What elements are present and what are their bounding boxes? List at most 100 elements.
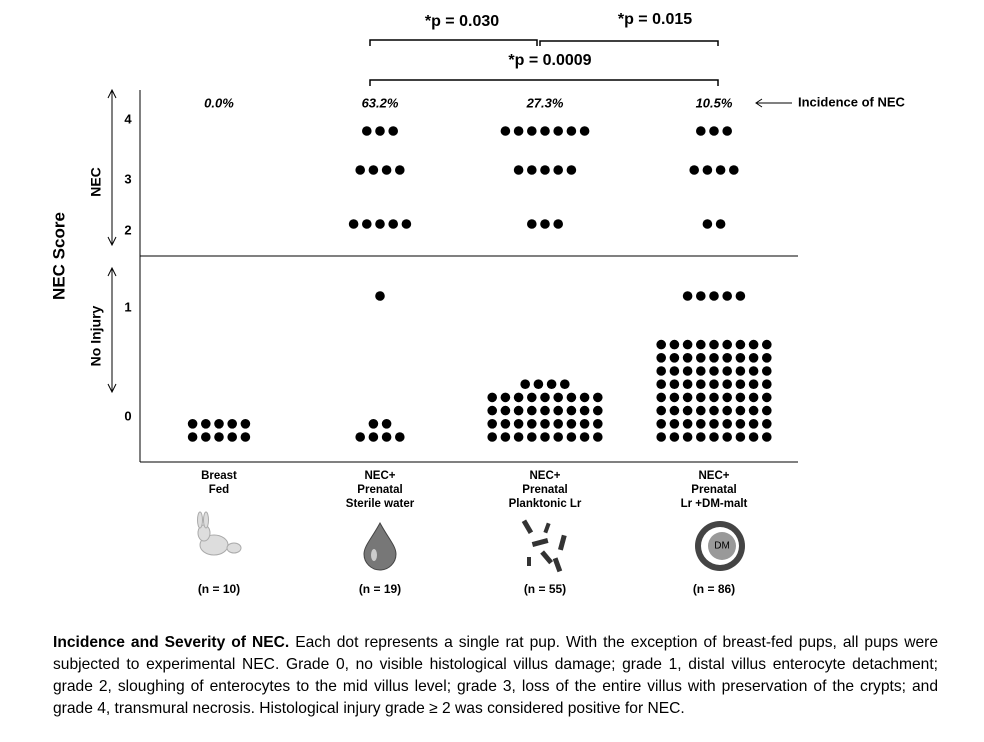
dot-group <box>682 291 746 301</box>
x-tick-label: Prenatal <box>691 484 736 496</box>
dot <box>696 405 706 416</box>
dot <box>546 379 557 390</box>
dot <box>656 432 666 442</box>
dot <box>709 339 719 350</box>
dot-group <box>375 291 385 301</box>
dot <box>682 339 693 350</box>
n-label: (n = 55) <box>524 582 566 596</box>
dot <box>709 419 719 429</box>
incidence-label: Incidence of NEC <box>798 94 906 109</box>
x-tick-label: Sterile water <box>346 498 415 510</box>
dot <box>579 432 590 442</box>
dot-group <box>513 165 577 175</box>
dot <box>388 126 399 136</box>
dot <box>735 419 746 429</box>
dot <box>682 392 693 403</box>
dot <box>553 219 563 229</box>
dot <box>566 432 577 442</box>
dot-group <box>355 419 405 442</box>
dot <box>722 126 732 136</box>
n-label: (n = 10) <box>198 582 240 596</box>
dot <box>375 126 385 136</box>
dot <box>656 419 666 429</box>
icon-dm: DM <box>695 521 745 571</box>
dot <box>748 366 759 376</box>
dot <box>553 126 563 136</box>
dot <box>527 432 537 442</box>
icon-text: DM <box>714 541 730 552</box>
dot <box>375 219 385 229</box>
dot <box>722 366 732 376</box>
dot <box>722 432 732 442</box>
dot-group <box>362 126 399 136</box>
dot <box>709 405 719 416</box>
dot <box>682 405 693 416</box>
dot <box>669 353 680 363</box>
dot <box>201 432 211 442</box>
x-tick-label: Planktonic Lr <box>509 498 582 510</box>
dot <box>395 165 405 175</box>
dot <box>527 405 537 416</box>
dot <box>375 291 385 301</box>
caption: Incidence and Severity of NEC. Each dot … <box>53 632 938 720</box>
dot <box>735 291 746 301</box>
dot <box>240 432 251 442</box>
dot <box>381 432 392 442</box>
dot <box>762 432 772 442</box>
dot <box>656 405 666 416</box>
dot <box>527 419 537 429</box>
dot <box>553 432 563 442</box>
p-value: *p = 0.015 <box>618 11 692 28</box>
dot-group <box>187 419 251 442</box>
dot <box>682 432 693 442</box>
dot <box>401 219 412 229</box>
dot <box>748 339 759 350</box>
dot <box>696 392 706 403</box>
dot <box>669 379 680 390</box>
dot <box>656 379 666 390</box>
dot <box>579 405 590 416</box>
icon-drop <box>363 521 397 571</box>
dot <box>566 126 577 136</box>
incidence-arrow <box>755 98 792 108</box>
dot <box>748 432 759 442</box>
dot <box>540 419 550 429</box>
incidence-value: 0.0% <box>204 95 234 110</box>
dot <box>381 165 392 175</box>
dot <box>696 353 706 363</box>
dot <box>593 392 603 403</box>
dot <box>566 405 577 416</box>
x-tick-label: Breast <box>201 470 237 482</box>
dot <box>487 432 498 442</box>
x-tick-label: Prenatal <box>522 484 567 496</box>
dot <box>715 219 726 229</box>
dot <box>722 405 732 416</box>
dot <box>540 165 550 175</box>
dot <box>735 339 746 350</box>
dot <box>500 126 511 136</box>
dot <box>762 379 772 390</box>
incidence-value: 63.2% <box>362 95 399 110</box>
p-value: *p = 0.0009 <box>508 52 591 69</box>
dot <box>722 419 732 429</box>
dot <box>214 432 224 442</box>
y-tick-label: 3 <box>124 171 131 186</box>
n-label: (n = 86) <box>693 582 735 596</box>
dot <box>553 405 563 416</box>
dot <box>368 432 379 442</box>
dot <box>500 392 511 403</box>
dot <box>735 392 746 403</box>
dot <box>696 339 706 350</box>
dot <box>656 353 666 363</box>
dot-group <box>355 165 405 175</box>
y-label: NEC Score <box>49 212 68 300</box>
dot <box>593 405 603 416</box>
dot <box>669 405 680 416</box>
dot <box>722 339 732 350</box>
dot <box>709 353 719 363</box>
dot <box>709 366 719 376</box>
dot <box>762 366 772 376</box>
p-value: *p = 0.030 <box>425 13 499 30</box>
dot <box>762 339 772 350</box>
